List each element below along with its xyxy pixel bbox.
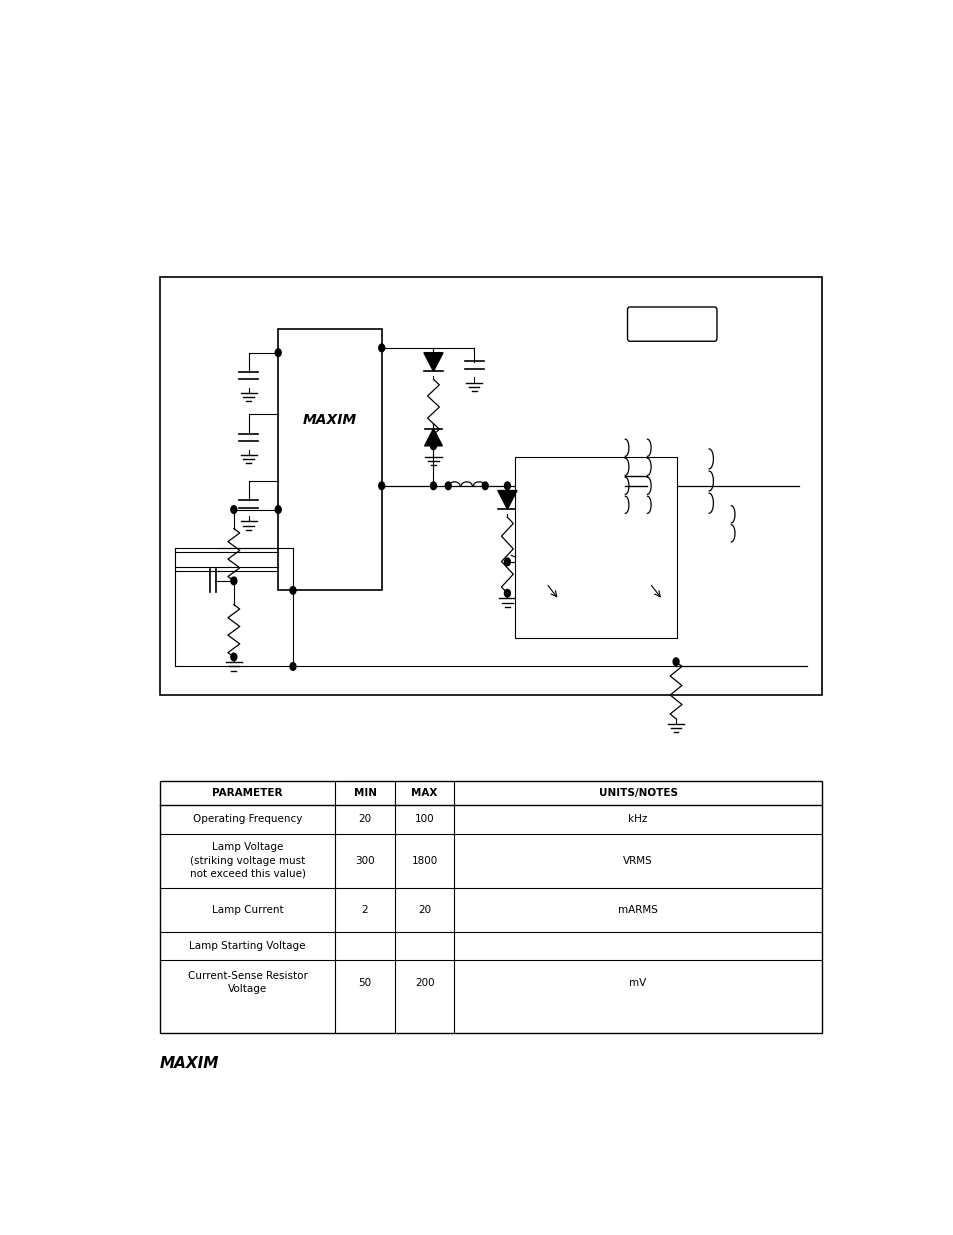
Circle shape (275, 348, 281, 357)
Text: 20: 20 (417, 905, 431, 915)
Circle shape (482, 482, 488, 489)
FancyBboxPatch shape (627, 308, 717, 341)
Text: MAXIM: MAXIM (160, 1056, 219, 1071)
Text: Operating Frequency: Operating Frequency (193, 814, 302, 824)
Text: PARAMETER: PARAMETER (213, 788, 282, 798)
Text: MIN: MIN (354, 788, 376, 798)
Circle shape (378, 345, 384, 352)
Text: 20: 20 (358, 814, 372, 824)
Text: VRMS: VRMS (622, 856, 652, 866)
Circle shape (504, 482, 510, 489)
Text: MAX: MAX (411, 788, 437, 798)
Text: 1800: 1800 (411, 856, 437, 866)
Text: 50: 50 (358, 978, 372, 988)
Text: Lamp Current: Lamp Current (212, 905, 283, 915)
Bar (278, 329, 381, 590)
Polygon shape (424, 429, 442, 446)
Text: MAXIM: MAXIM (303, 414, 356, 427)
Text: mARMS: mARMS (618, 905, 658, 915)
Circle shape (290, 587, 295, 594)
Circle shape (231, 577, 236, 584)
Bar (160, 277, 821, 695)
Text: mV: mV (629, 978, 646, 988)
Circle shape (231, 506, 236, 514)
Circle shape (445, 482, 451, 489)
Text: Lamp Voltage
(striking voltage must
not exceed this value): Lamp Voltage (striking voltage must not … (190, 842, 305, 879)
Text: Current-Sense Resistor
Voltage: Current-Sense Resistor Voltage (188, 971, 307, 994)
Text: 2: 2 (361, 905, 368, 915)
Circle shape (290, 663, 295, 671)
Circle shape (504, 558, 510, 566)
Text: 300: 300 (355, 856, 375, 866)
Text: 200: 200 (415, 978, 434, 988)
Circle shape (231, 653, 236, 661)
Bar (515, 457, 677, 638)
Circle shape (275, 506, 281, 514)
Circle shape (430, 482, 436, 489)
Circle shape (430, 442, 436, 450)
Text: Lamp Starting Voltage: Lamp Starting Voltage (189, 941, 306, 951)
Text: 100: 100 (415, 814, 434, 824)
Circle shape (504, 589, 510, 597)
Text: UNITS/NOTES: UNITS/NOTES (598, 788, 677, 798)
Circle shape (378, 482, 384, 489)
Bar (160, 781, 821, 1032)
Text: kHz: kHz (628, 814, 647, 824)
Circle shape (673, 658, 679, 666)
Polygon shape (423, 353, 442, 372)
Polygon shape (497, 490, 517, 509)
